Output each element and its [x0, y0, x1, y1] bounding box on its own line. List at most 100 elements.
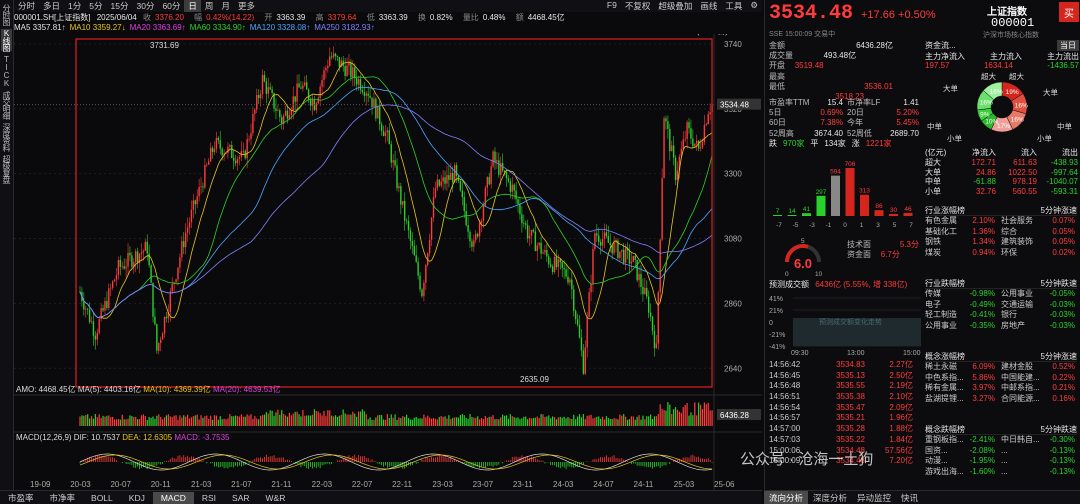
indicator-tab-macd[interactable]: MACD	[152, 491, 194, 504]
trade-button[interactable]: 买	[1059, 2, 1079, 22]
list-item-name: 稀有金属...	[925, 383, 964, 393]
stat2-value: 3674.40	[814, 128, 843, 138]
ma-legend-ma60: MA60 3334.90↑	[189, 23, 246, 32]
amo-bar	[455, 417, 458, 426]
list-item[interactable]: 电子 -0.49% 交通运输 -0.03%	[925, 300, 1077, 311]
candle-body	[211, 147, 214, 153]
tick-price: 3534.48	[836, 456, 865, 466]
list-header-left[interactable]: 行业涨幅榜	[925, 206, 965, 215]
indicator-tab-w-r[interactable]: W&R	[265, 492, 286, 503]
amo-bar	[304, 415, 306, 426]
list-header-left[interactable]: 行业跌幅榜	[925, 279, 965, 288]
macd-legend-part: DEA: 12.6305	[122, 433, 174, 442]
list-item[interactable]: 基础化工 1.36% 综合 0.05%	[925, 227, 1077, 238]
period-tab-6[interactable]: 60分	[162, 1, 181, 11]
list-header-right[interactable]: 5分钟跌速	[1040, 425, 1077, 434]
amo-bar	[331, 415, 333, 426]
amo-bar	[142, 414, 144, 426]
period-tab-9[interactable]: 月	[221, 1, 230, 11]
stat-row-4: 最低 3518.23	[769, 82, 893, 101]
side-tab-0[interactable]: 分时图	[2, 4, 11, 25]
right-tab-0[interactable]: 流向分析	[764, 490, 809, 504]
tool-button-2[interactable]: 超级叠加	[658, 1, 693, 11]
kline-chart[interactable]: 3740352033003080286026403731.692635.0935…	[14, 34, 762, 490]
amo-bar	[407, 418, 410, 426]
amo-bar	[559, 416, 561, 426]
indicator-tab-sar[interactable]: SAR	[232, 492, 250, 503]
right-tab-3[interactable]: 快讯	[901, 492, 919, 503]
side-tab-4[interactable]: 深度资料	[2, 123, 11, 151]
amo-bar	[110, 417, 112, 426]
list-item[interactable]: 钢铁 1.34% 建筑装饰 0.05%	[925, 237, 1077, 248]
tool-button-4[interactable]: 工具	[725, 1, 743, 11]
period-tab-0[interactable]: 分时	[18, 1, 36, 11]
amo-bar	[567, 417, 569, 426]
list-item[interactable]: 盐湖提锂... 3.27% 合同能源... 0.16%	[925, 394, 1077, 405]
list-header-right[interactable]: 5分钟涨速	[1040, 206, 1077, 215]
side-tab-1[interactable]: K线图	[1, 29, 12, 51]
list-item[interactable]: 中色系指... 5.86% 中国能建... 0.22%	[925, 373, 1077, 384]
side-tab-3[interactable]: 成交明细	[2, 91, 11, 119]
list-item[interactable]: 公用事业 -0.35% 房地产 -0.03%	[925, 321, 1077, 332]
indicator-tab-boll[interactable]: BOLL	[91, 492, 113, 503]
pie-slice-label: 16%	[990, 89, 1003, 96]
x-axis-date: 21-07	[231, 480, 252, 489]
list-header-left[interactable]: 概念涨幅榜	[925, 352, 965, 361]
candle-body	[252, 113, 254, 134]
list-item[interactable]: 动漫... -1.95%... -0.13%	[925, 456, 1077, 467]
pie-slice-label: 10%	[985, 119, 998, 126]
candle-body	[580, 337, 583, 351]
indicator-tab--[interactable]: 市盈率	[8, 492, 34, 503]
list-item[interactable]: 有色金属 2.10% 社会服务 0.07%	[925, 216, 1077, 227]
candle-body	[446, 175, 448, 184]
amo-bar	[394, 414, 396, 426]
list-item[interactable]: 稀土永磁 6.09% 建材金股 0.52%	[925, 362, 1077, 373]
list-item[interactable]: 稀有金属... 3.97% 中邮系指... 0.21%	[925, 383, 1077, 394]
period-tab-8[interactable]: 周	[204, 1, 214, 11]
fund-table-head: (亿元)	[925, 148, 947, 157]
period-tab-3[interactable]: 5分	[89, 1, 103, 11]
amo-bar	[162, 419, 164, 426]
list-header-right[interactable]: 5分钟涨速	[1040, 352, 1077, 361]
list-header-left[interactable]: 概念跌幅榜	[925, 425, 965, 434]
indicator-tab-kdj[interactable]: KDJ	[128, 492, 145, 503]
period-tab-5[interactable]: 30分	[136, 1, 155, 11]
tool-button-0[interactable]: F9	[606, 0, 617, 10]
list-item[interactable]: 国资... -2.08%... -0.13%	[925, 446, 1077, 457]
amo-bar	[290, 415, 292, 426]
side-tab-5[interactable]: 超级复盘	[2, 155, 11, 183]
candle-body	[505, 172, 508, 179]
tool-button-5[interactable]: ⚙	[750, 0, 758, 10]
list-item[interactable]: 煤炭 0.94% 环保 0.02%	[925, 248, 1077, 259]
fund-flow-period-tag[interactable]: 当日	[1057, 40, 1079, 51]
period-tab-1[interactable]: 多日	[43, 1, 61, 11]
indicator-tab--[interactable]: 市净率	[49, 492, 76, 503]
selection-box[interactable]	[75, 38, 713, 388]
list-item[interactable]: 传媒 -0.98% 公用事业 -0.05%	[925, 289, 1077, 300]
list-item-pct: 6.09%	[972, 362, 995, 371]
indicator-tab-rsi[interactable]: RSI	[201, 492, 217, 503]
candle-body	[209, 147, 212, 162]
tool-button-1[interactable]: 不复权	[624, 1, 651, 11]
list-item[interactable]: 重钢板指... -2.41% 中日韩自... -0.30%	[925, 435, 1077, 446]
period-tab-2[interactable]: 1分	[68, 1, 82, 11]
last-price: 3534.48	[769, 2, 854, 25]
stat2-row-1: 5日 0.69% 20日 5.20%	[769, 108, 921, 118]
candle-body	[428, 239, 431, 254]
date-range[interactable]: 2019/08/23-2025/07/18(1430日)	[614, 34, 728, 36]
period-tab-7[interactable]: 日	[184, 0, 201, 12]
side-tab-2[interactable]: TICK	[2, 55, 11, 87]
tool-button-3[interactable]: 画线	[700, 1, 718, 11]
right-tab-1[interactable]: 深度分析	[813, 492, 848, 503]
amo-bar	[452, 417, 454, 426]
vol-ratio-value: 0.48%	[482, 13, 506, 22]
pie-legend-label: 小单	[947, 133, 962, 143]
list-item[interactable]: 轻工制造 -0.41% 银行 -0.03%	[925, 310, 1077, 321]
list-header-right[interactable]: 5分钟跌速	[1040, 279, 1077, 288]
list-item[interactable]: 游戏出海... -1.60%... -0.13%	[925, 467, 1077, 478]
candle-body	[432, 197, 435, 218]
period-tab-4[interactable]: 15分	[110, 1, 129, 11]
right-tab-2[interactable]: 异动监控	[857, 492, 892, 503]
score-gauge: 6.0 0 10 5	[785, 238, 823, 278]
period-tab-10[interactable]: 更多	[237, 1, 255, 11]
